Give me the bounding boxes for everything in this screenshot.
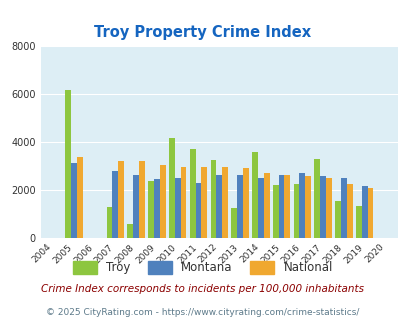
Bar bbox=[148, 182, 153, 238]
Bar bbox=[210, 160, 216, 238]
Text: Crime Index corresponds to incidents per 100,000 inhabitants: Crime Index corresponds to incidents per… bbox=[41, 284, 364, 294]
Bar bbox=[189, 149, 195, 238]
Bar bbox=[340, 178, 346, 238]
Bar bbox=[334, 201, 340, 238]
Bar bbox=[257, 178, 263, 238]
Bar bbox=[71, 163, 77, 238]
Bar bbox=[153, 179, 160, 238]
Bar bbox=[127, 224, 133, 238]
Bar bbox=[133, 176, 139, 238]
Bar bbox=[272, 185, 278, 238]
Bar bbox=[346, 184, 352, 238]
Bar bbox=[168, 138, 175, 238]
Bar bbox=[222, 168, 227, 238]
Bar bbox=[355, 206, 361, 238]
Bar bbox=[293, 184, 298, 238]
Bar bbox=[278, 175, 284, 238]
Bar bbox=[361, 186, 367, 238]
Bar bbox=[160, 165, 165, 238]
Bar bbox=[180, 167, 186, 238]
Bar bbox=[305, 176, 310, 238]
Text: Troy Property Crime Index: Troy Property Crime Index bbox=[94, 25, 311, 41]
Bar bbox=[139, 161, 145, 238]
Bar bbox=[201, 167, 207, 238]
Bar bbox=[237, 176, 242, 238]
Bar bbox=[252, 152, 257, 238]
Bar bbox=[320, 176, 325, 238]
Bar bbox=[65, 90, 71, 238]
Bar bbox=[242, 168, 248, 238]
Bar bbox=[367, 188, 373, 238]
Bar bbox=[216, 176, 222, 238]
Bar bbox=[325, 178, 331, 238]
Bar bbox=[284, 175, 290, 238]
Bar bbox=[231, 209, 237, 238]
Bar bbox=[118, 161, 124, 238]
Bar bbox=[313, 159, 320, 238]
Bar bbox=[112, 171, 118, 238]
Bar bbox=[298, 173, 305, 238]
Bar bbox=[263, 173, 269, 238]
Legend: Troy, Montana, National: Troy, Montana, National bbox=[68, 257, 337, 279]
Bar bbox=[195, 183, 201, 238]
Bar bbox=[107, 207, 112, 238]
Text: © 2025 CityRating.com - https://www.cityrating.com/crime-statistics/: © 2025 CityRating.com - https://www.city… bbox=[46, 308, 359, 317]
Bar bbox=[77, 157, 82, 238]
Bar bbox=[175, 178, 180, 238]
